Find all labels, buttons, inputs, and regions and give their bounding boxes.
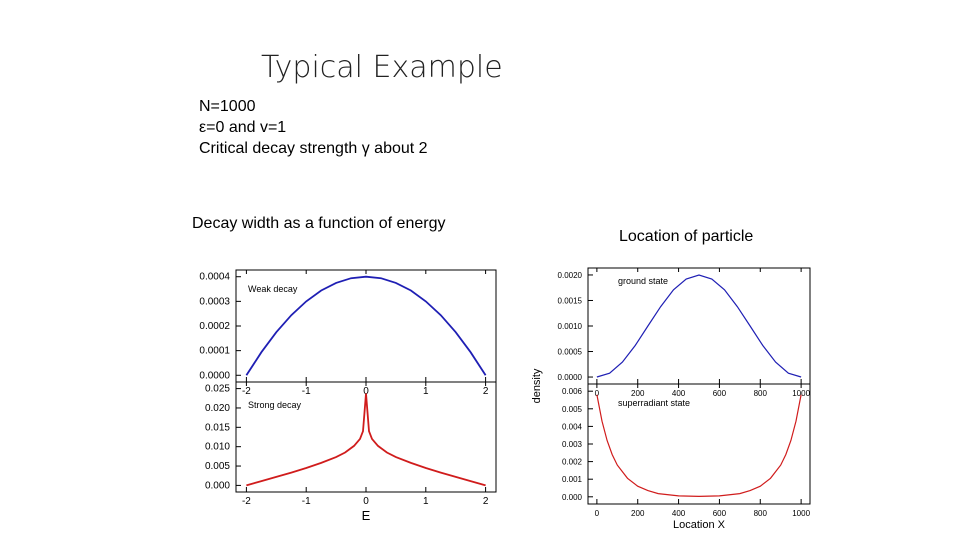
y-tick-label: 0.0004 [199, 272, 230, 283]
x-tick-label: 400 [672, 389, 686, 398]
panel-right-top: 0.0000 0.0005 0.0010 0.0015 0.0020 0 200 400 600… [558, 267, 811, 398]
y-tick-label: 0.0000 [199, 370, 230, 381]
series-line-left-bottom [246, 393, 486, 487]
panel-annotation: superradiant state [618, 398, 690, 408]
y-tick-label: 0.0001 [199, 346, 230, 357]
x-tick-label: 0 [595, 509, 600, 518]
x-tick-label: 0 [363, 496, 369, 507]
y-tick-label: 0.004 [562, 422, 583, 431]
x-tick-label: 0 [595, 389, 600, 398]
y-tick-label: 0.005 [205, 461, 230, 472]
panel-annotation: Strong decay [248, 400, 302, 410]
right-caption: Location of particle [619, 228, 754, 245]
y-tick-label: 0.0010 [558, 322, 583, 331]
y-tick-label: 0.000 [205, 480, 230, 491]
x-tick-label: 800 [754, 509, 768, 518]
x-tick-label: 200 [631, 389, 645, 398]
x-tick-label: 2 [483, 496, 489, 507]
y-tick-label: 0.001 [562, 475, 583, 484]
x-tick-label: 600 [713, 509, 727, 518]
panel-annotation: Weak decay [248, 284, 298, 294]
series-line-right-bottom [596, 394, 802, 498]
left-caption: Decay width as a function of energy [192, 215, 446, 232]
y-tick-label: 0.0002 [199, 321, 230, 332]
x-tick-label: 800 [754, 389, 768, 398]
slide-title: Typical Example [261, 50, 503, 85]
y-tick-label: 0.003 [562, 440, 583, 449]
panel-left-top: 0.0000 0.0001 0.0002 0.0003 0.0004 -2 -1 0 1 2 Wea… [199, 269, 497, 397]
y-tick-label: 0.002 [562, 458, 583, 467]
panel-right-bottom: 0.000 0.001 0.002 0.003 0.004 0.005 0.006 0 200 4… [562, 383, 811, 531]
y-tick-label: 0.0003 [199, 296, 230, 307]
y-tick-label: 0.0000 [558, 373, 583, 382]
x-tick-label: 1000 [792, 509, 810, 518]
panel-left-bottom: 0.000 0.005 0.010 0.015 0.020 0.025 -2 -1 0 1 2 Str… [205, 381, 497, 523]
y-tick-label: 0.010 [205, 442, 230, 453]
y-tick-label: 0.025 [205, 384, 230, 395]
x-axis-label: E [362, 508, 371, 523]
x-tick-label: 2 [483, 386, 489, 397]
y-tick-label: 0.005 [562, 405, 583, 414]
y-tick-label: 0.0005 [558, 348, 583, 357]
x-tick-label: 1000 [792, 389, 810, 398]
x-tick-label: -1 [302, 496, 311, 507]
y-axis-label: density [531, 368, 543, 403]
x-tick-label: 1 [423, 496, 429, 507]
y-tick-label: 0.000 [562, 493, 583, 502]
x-tick-label: 200 [631, 509, 645, 518]
y-tick-label: 0.020 [205, 403, 230, 414]
x-tick-label: 400 [672, 509, 686, 518]
y-tick-label: 0.0020 [558, 271, 583, 280]
y-tick-label: 0.006 [562, 387, 583, 396]
param-critical-gamma: Critical decay strength γ about 2 [199, 140, 428, 157]
x-tick-label: -1 [302, 386, 311, 397]
series-line-left-top [245, 275, 487, 376]
y-tick-label: 0.015 [205, 422, 230, 433]
x-tick-label: 0 [363, 386, 369, 397]
x-tick-label: -2 [242, 386, 251, 397]
x-axis-label: Location X [673, 519, 726, 531]
panel-annotation: ground state [618, 276, 668, 286]
param-epsilon-v: ε=0 and v=1 [199, 119, 287, 136]
x-tick-label: -2 [242, 496, 251, 507]
x-tick-label: 1 [423, 386, 429, 397]
param-n: N=1000 [199, 98, 256, 115]
y-tick-label: 0.0015 [558, 296, 583, 305]
parameter-list: N=1000 ε=0 and v=1 Critical decay streng… [199, 96, 428, 159]
x-tick-label: 600 [713, 389, 727, 398]
series-line-right-top [596, 274, 802, 378]
